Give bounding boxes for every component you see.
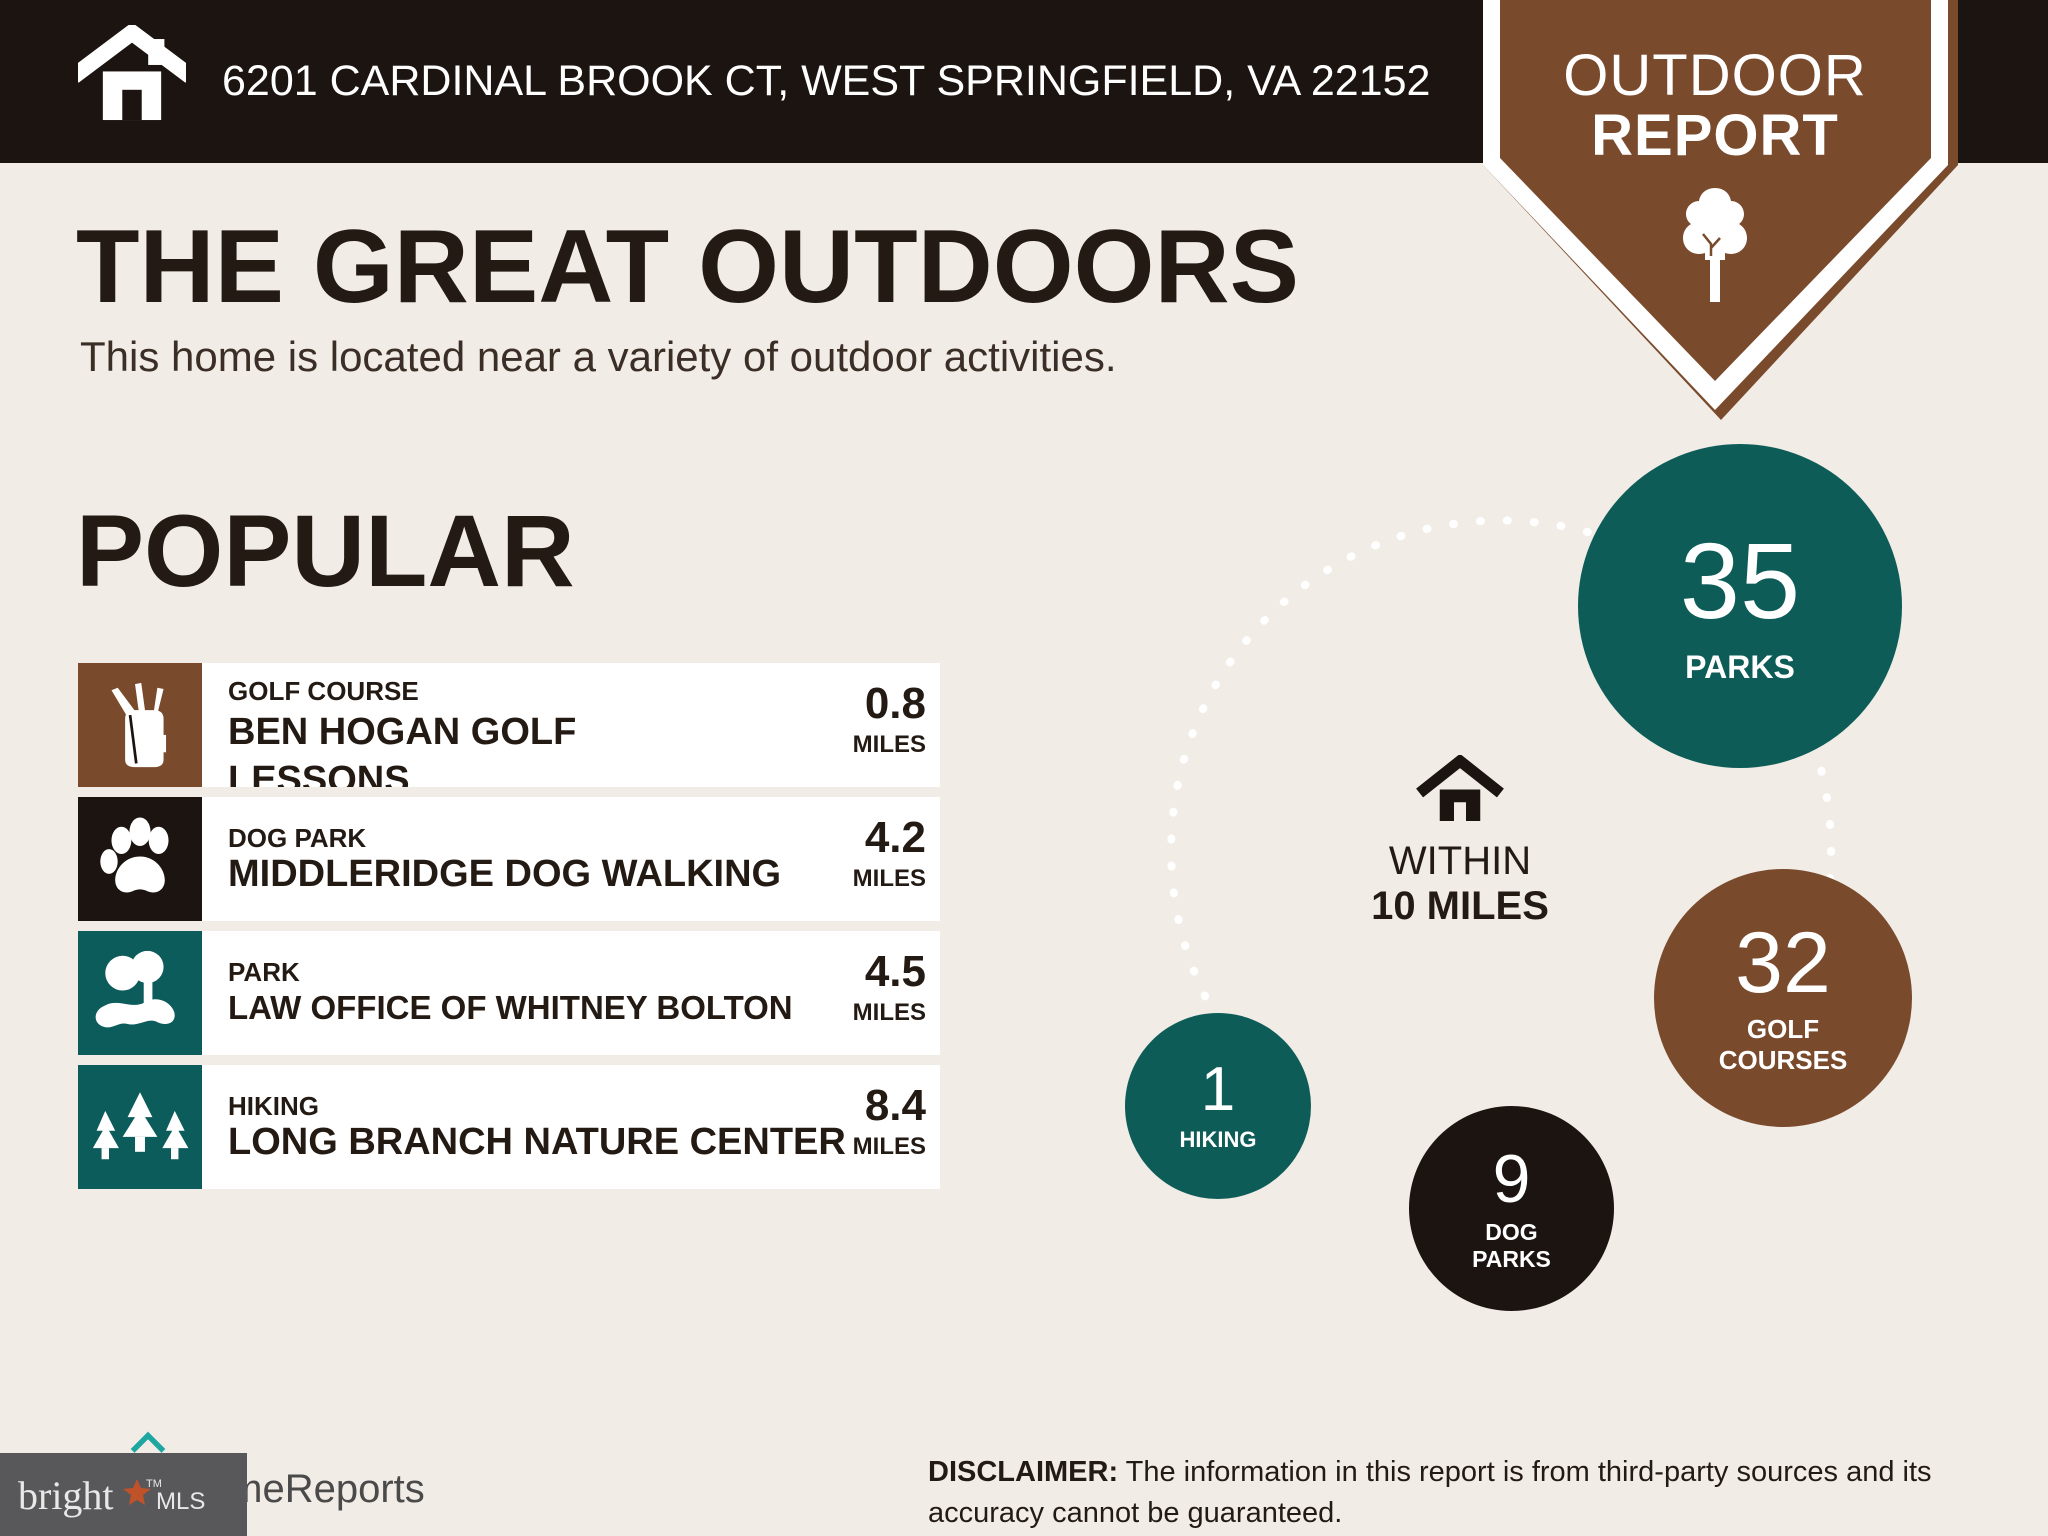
- svg-text:MLS: MLS: [156, 1488, 205, 1515]
- svg-text:bright: bright: [18, 1473, 114, 1518]
